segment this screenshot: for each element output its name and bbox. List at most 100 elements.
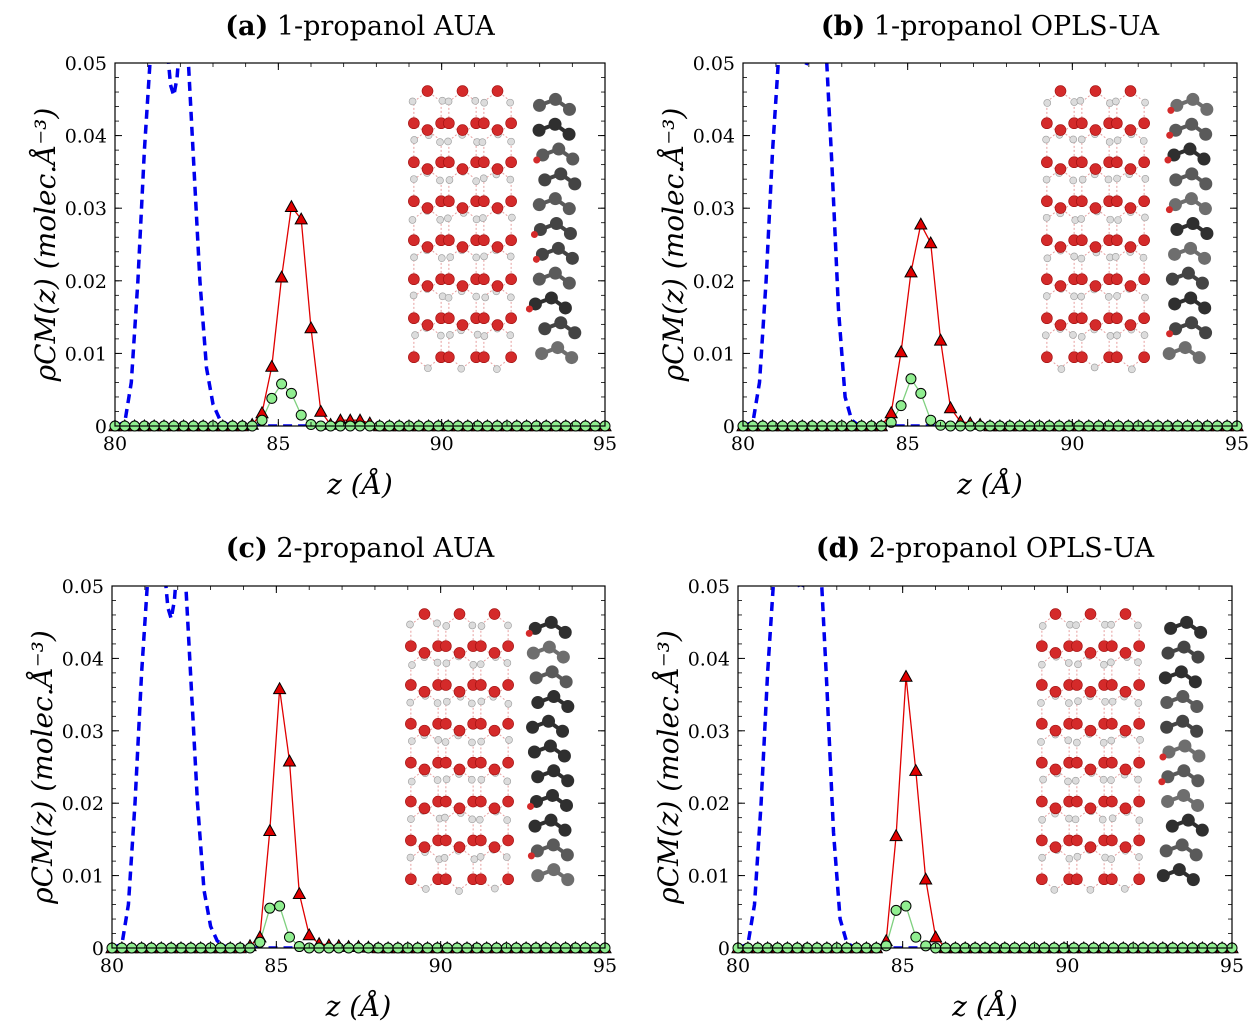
propanol-site	[532, 272, 546, 286]
oxygen-atom	[505, 195, 517, 208]
y-tick-label: 0.01	[65, 343, 107, 365]
oxygen-atom	[525, 305, 533, 313]
oxygen-atom	[505, 312, 517, 325]
oxygen-atom	[478, 117, 490, 130]
oxygen-atom	[1071, 834, 1083, 847]
hydrogen-atom	[470, 855, 479, 864]
oxygen-atom	[440, 640, 452, 652]
oxygen-atom	[1071, 873, 1083, 886]
oxygen-atom	[418, 685, 431, 698]
oxygen-atom	[1084, 763, 1097, 776]
oxygen-atom	[405, 795, 417, 808]
oxygen-atom	[456, 280, 469, 292]
oxygen-atom	[408, 234, 420, 247]
oxygen-atom	[475, 873, 487, 886]
hydrogen-atom	[1107, 776, 1115, 784]
oxygen-atom	[1036, 873, 1048, 886]
x-tick-label: 85	[264, 955, 288, 977]
oxygen-atom	[1089, 163, 1102, 175]
hydrogen-atom	[493, 365, 501, 373]
hydrogen-atom	[480, 252, 488, 261]
hydrogen-atom	[433, 699, 442, 707]
circle-marker	[885, 416, 897, 428]
hydrogen-atom	[1100, 660, 1108, 669]
propanol-site	[1161, 794, 1175, 808]
y-tick-label: 0	[718, 938, 730, 960]
oxygen-atom	[478, 351, 490, 364]
hydrogen-atom	[468, 738, 476, 747]
oxygen-atom	[502, 679, 514, 691]
propanol-site	[559, 675, 573, 689]
hydrogen-atom	[409, 291, 418, 300]
propanol-site	[1194, 625, 1208, 639]
hydrogen-atom	[479, 214, 487, 222]
propanol-site	[1165, 819, 1179, 833]
hydrogen-atom	[433, 619, 441, 628]
propanol-site	[1169, 173, 1183, 187]
propanol-site	[1192, 749, 1206, 763]
triangle-marker	[933, 333, 948, 346]
propanol-site	[568, 326, 582, 340]
oxygen-atom	[1138, 156, 1150, 169]
propanol-site	[544, 291, 558, 305]
hydrogen-atom	[441, 813, 449, 822]
hydrogen-atom	[434, 736, 443, 744]
triangle-marker	[274, 270, 289, 283]
propanol-site	[1186, 217, 1200, 230]
oxygen-atom	[456, 85, 469, 97]
oxygen-atom	[440, 679, 452, 691]
oxygen-atom	[453, 608, 466, 620]
hydrogen-atom	[446, 331, 454, 339]
propanol-site	[538, 173, 552, 187]
hydrogen-atom	[1106, 332, 1115, 340]
oxygen-atom	[1071, 718, 1083, 730]
chart-panel-1: (b) 1-propanol OPLS-UA 80 85 90 95 0 0.01 0.02 0…	[657, 11, 1249, 501]
oxygen-atom	[443, 351, 455, 364]
oxygen-atom	[1166, 131, 1174, 139]
oxygen-atom	[502, 718, 514, 730]
y-axis-label: ρCM(z) (molec.Å⁻³)	[657, 108, 690, 383]
y-tick-label: 0.03	[62, 721, 104, 743]
propanol-site	[1180, 615, 1194, 629]
propanol-site	[548, 117, 562, 131]
oxygen-atom	[502, 756, 514, 769]
hydrogen-atom	[1134, 775, 1142, 784]
hydrogen-atom	[1134, 621, 1142, 630]
y-axis-label: ρCM(z) (molec.Å⁻³)	[29, 108, 62, 383]
propanol-site	[546, 788, 560, 802]
hydrogen-atom	[1038, 815, 1046, 824]
oxygen-atom	[478, 156, 490, 169]
hydrogen-atom	[1038, 660, 1046, 669]
hydrogen-atom	[505, 736, 513, 744]
propanol-site	[568, 177, 582, 191]
hydrogen-atom	[468, 815, 477, 824]
hydrogen-atom	[1114, 216, 1122, 224]
hydrogen-atom	[478, 138, 487, 146]
circle-marker	[283, 931, 295, 943]
oxygen-atom	[1133, 873, 1145, 886]
hydrogen-atom	[502, 853, 511, 861]
y-axis-label-text: ρCM(z) (molec.Å⁻³)	[652, 630, 685, 905]
oxygen-atom	[421, 202, 434, 214]
oxygen-atom	[505, 117, 517, 130]
propanol-site	[1176, 714, 1190, 728]
oxygen-atom	[1133, 834, 1145, 847]
propanol-site	[1185, 117, 1199, 131]
chart-panel-2: (c) 2-propanol AUA 80 85 90 95 0 0.01 0.02 0.03 0…	[26, 533, 617, 1023]
oxygen-atom	[1106, 795, 1118, 808]
oxygen-atom	[1054, 163, 1067, 175]
triangle-marker	[908, 763, 923, 776]
hydrogen-atom	[468, 621, 477, 630]
hydrogen-atom	[440, 854, 449, 862]
hydrogen-atom	[442, 775, 451, 784]
hydrogen-atom	[1106, 215, 1115, 224]
oxygen-atom	[1049, 841, 1062, 854]
propanol-site	[560, 848, 574, 862]
oxygen-atom	[405, 718, 417, 730]
propanol-site	[547, 764, 561, 778]
hydrogen-atom	[476, 852, 485, 861]
oxygen-atom	[491, 241, 504, 253]
panel-letter: (c)	[226, 533, 268, 564]
propanol-site	[1159, 844, 1173, 858]
